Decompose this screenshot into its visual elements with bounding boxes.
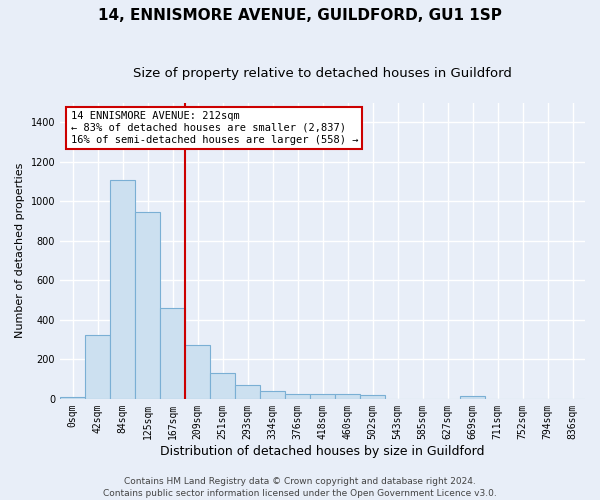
Bar	[135, 212, 160, 399]
Title: Size of property relative to detached houses in Guildford: Size of property relative to detached ho…	[133, 68, 512, 80]
Bar	[360, 396, 385, 399]
X-axis label: Distribution of detached houses by size in Guildford: Distribution of detached houses by size …	[160, 444, 485, 458]
Bar	[185, 344, 210, 399]
Bar	[310, 394, 335, 399]
Y-axis label: Number of detached properties: Number of detached properties	[15, 163, 25, 338]
Bar	[85, 334, 110, 399]
Bar	[60, 398, 85, 399]
Text: 14, ENNISMORE AVENUE, GUILDFORD, GU1 1SP: 14, ENNISMORE AVENUE, GUILDFORD, GU1 1SP	[98, 8, 502, 22]
Text: 14 ENNISMORE AVENUE: 212sqm
← 83% of detached houses are smaller (2,837)
16% of : 14 ENNISMORE AVENUE: 212sqm ← 83% of det…	[71, 112, 358, 144]
Bar	[460, 396, 485, 399]
Text: Contains HM Land Registry data © Crown copyright and database right 2024.
Contai: Contains HM Land Registry data © Crown c…	[103, 476, 497, 498]
Bar	[210, 373, 235, 399]
Bar	[335, 394, 360, 399]
Bar	[260, 390, 285, 399]
Bar	[160, 308, 185, 399]
Bar	[285, 394, 310, 399]
Bar	[110, 180, 135, 399]
Bar	[235, 385, 260, 399]
